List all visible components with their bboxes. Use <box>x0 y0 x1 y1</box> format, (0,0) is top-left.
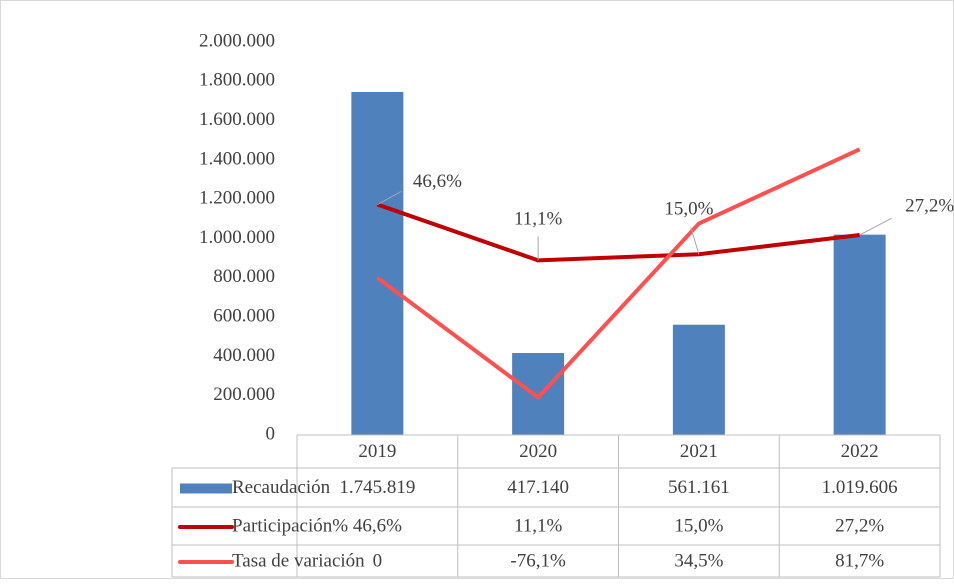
table-cell: -76,1% <box>510 550 566 571</box>
x-tick-label: 2021 <box>680 441 718 462</box>
table-cell: 0 <box>373 550 383 571</box>
x-tick-label: 2019 <box>358 441 396 462</box>
bar <box>512 353 565 435</box>
data-label: 15,0% <box>664 199 713 220</box>
legend-label: Recaudación <box>232 477 331 498</box>
leader-line <box>859 217 892 236</box>
legend-key <box>180 483 232 494</box>
legend-label: Participación% <box>232 515 348 536</box>
leader-line <box>690 227 700 255</box>
bar <box>351 91 404 435</box>
table-cell: 27,2% <box>835 515 884 536</box>
x-tick-label: 2022 <box>841 441 879 462</box>
table-cell: 15,0% <box>674 515 723 536</box>
table-cell: 1.745.819 <box>339 477 415 498</box>
legend-label: Tasa de variación <box>232 550 365 571</box>
y-tick-label: 600.000 <box>213 305 275 326</box>
y-tick-label: 200.000 <box>213 384 275 405</box>
data-label: 11,1% <box>514 209 563 230</box>
x-tick-label: 2020 <box>519 441 557 462</box>
y-tick-label: 800.000 <box>213 266 275 287</box>
leader-line <box>377 190 402 205</box>
y-tick-label: 1.000.000 <box>199 227 275 248</box>
table-cell: 46,6% <box>353 515 402 536</box>
table-cell: 81,7% <box>835 550 884 571</box>
table-cell: 561.161 <box>668 477 730 498</box>
table-cell: 11,1% <box>514 515 563 536</box>
y-tick-label: 1.400.000 <box>199 148 275 169</box>
table-cell: 1.019.606 <box>822 477 898 498</box>
bar <box>833 234 886 435</box>
data-label: 46,6% <box>413 171 462 192</box>
y-tick-label: 400.000 <box>213 345 275 366</box>
y-tick-label: 1.800.000 <box>199 70 275 91</box>
y-tick-label: 0 <box>266 423 276 444</box>
y-tick-label: 1.600.000 <box>199 109 275 130</box>
table-cell: 417.140 <box>507 477 569 498</box>
data-label: 27,2% <box>905 195 954 216</box>
y-tick-label: 2.000.000 <box>199 30 275 51</box>
y-tick-label: 1.200.000 <box>199 188 275 209</box>
table-cell: 34,5% <box>674 550 723 571</box>
line-series <box>376 202 860 263</box>
bar <box>672 324 725 435</box>
line-series <box>376 147 861 400</box>
